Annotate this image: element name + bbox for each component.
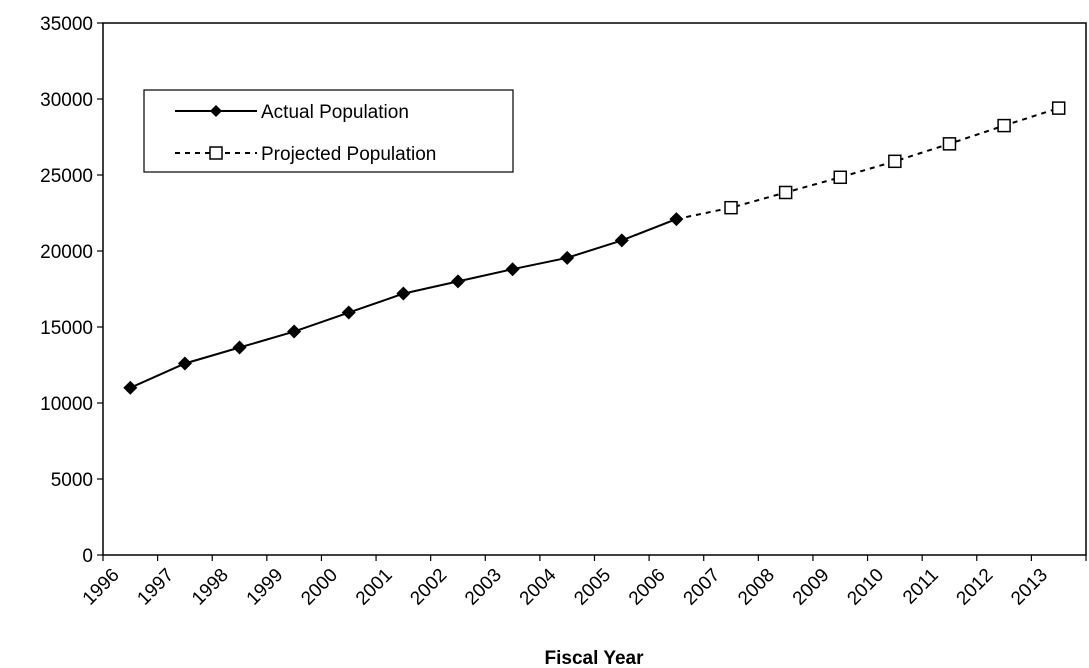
x-tick-label: 2001 bbox=[352, 565, 397, 610]
data-point-actual bbox=[232, 340, 247, 355]
legend-projected-marker bbox=[209, 146, 223, 160]
data-point-actual bbox=[614, 233, 629, 248]
y-tick-label: 0 bbox=[82, 546, 93, 567]
legend-projected-label: Projected Population bbox=[261, 144, 436, 165]
y-tick-label: 20000 bbox=[40, 242, 93, 263]
y-tick-label: 30000 bbox=[40, 90, 93, 111]
series-line-1 bbox=[676, 107, 1060, 221]
data-point-actual bbox=[450, 274, 465, 289]
data-point-projected bbox=[724, 200, 738, 215]
x-axis-title: Fiscal Year bbox=[545, 648, 645, 668]
x-tick-label: 2011 bbox=[899, 565, 943, 609]
data-point-actual bbox=[177, 356, 192, 371]
data-point-projected bbox=[942, 137, 957, 151]
x-tick-label: 2000 bbox=[297, 565, 342, 610]
y-tick-label: 10000 bbox=[40, 394, 93, 415]
legend-box bbox=[143, 89, 514, 173]
x-tick-label: 2003 bbox=[461, 565, 506, 610]
y-tick-label: 25000 bbox=[40, 166, 93, 187]
x-tick-label: 2013 bbox=[1007, 565, 1052, 610]
x-axis: 1996 1997 1998 1999 2000 2001 2002 2003 2004 2005… bbox=[79, 555, 1087, 610]
x-tick-label: 2012 bbox=[953, 565, 998, 610]
x-tick-label: 2007 bbox=[680, 565, 725, 610]
data-point-actual bbox=[341, 305, 356, 320]
x-tick-label: 1999 bbox=[243, 565, 288, 610]
data-point-actual bbox=[396, 286, 411, 301]
x-tick-label: 2008 bbox=[734, 565, 779, 610]
legend-actual-label: Actual Population bbox=[261, 102, 409, 123]
x-tick-label: 1996 bbox=[79, 565, 124, 610]
x-tick-label: 2006 bbox=[625, 565, 670, 610]
x-tick-label: 2004 bbox=[516, 564, 561, 609]
x-tick-label: 2009 bbox=[789, 565, 834, 610]
y-tick-label: 35000 bbox=[40, 14, 93, 35]
x-tick-label: 2002 bbox=[407, 565, 452, 610]
series-layer bbox=[123, 101, 1066, 395]
x-tick-label: 2005 bbox=[570, 565, 615, 610]
y-tick-label: 15000 bbox=[40, 318, 93, 339]
data-point-projected bbox=[888, 154, 902, 169]
data-point-projected bbox=[778, 185, 793, 200]
legend: Actual Population Projected Population bbox=[143, 89, 514, 173]
data-point-projected bbox=[997, 118, 1011, 133]
x-tick-label: 2010 bbox=[843, 565, 888, 610]
legend-actual-marker bbox=[210, 105, 222, 117]
data-point-actual bbox=[560, 250, 575, 265]
data-point-actual bbox=[123, 380, 138, 395]
x-tick-label: 1998 bbox=[188, 565, 233, 610]
y-axis: 0 5000 10000 15000 20000 25000 30000 35000 bbox=[40, 14, 103, 567]
data-point-projected bbox=[1051, 101, 1066, 115]
data-point-projected bbox=[833, 170, 847, 185]
data-point-actual bbox=[287, 324, 302, 339]
y-tick-label: 5000 bbox=[51, 470, 93, 491]
data-point-actual bbox=[505, 262, 520, 277]
x-tick-label: 1997 bbox=[133, 565, 178, 610]
